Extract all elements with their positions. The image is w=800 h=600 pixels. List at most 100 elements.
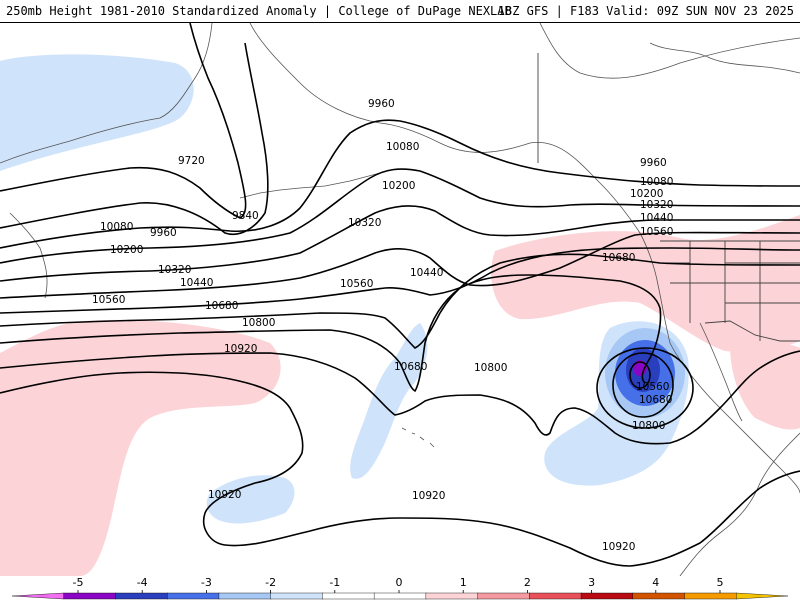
- label-10920-s: 10920: [412, 490, 445, 502]
- label-10200-c: 10200: [382, 180, 415, 192]
- label-9960-w: 9960: [150, 227, 177, 239]
- label-10560-low: 10560: [636, 381, 669, 393]
- contour-10080: [0, 168, 800, 264]
- colorbar-swatch: [736, 592, 789, 600]
- colorbar-swatch: [218, 592, 272, 600]
- colorbar-tick-label: 0: [396, 576, 403, 589]
- neg-anomaly-nw: [0, 54, 194, 171]
- model-valid-time: 18Z GFS | F183 Valid: 09Z SUN NOV 23 202…: [497, 4, 794, 18]
- contour-10800: [0, 350, 800, 445]
- colorbar-tick-label: -1: [329, 576, 340, 589]
- label-10920-sw: 10920: [208, 489, 241, 501]
- header-bar: 250mb Height 1981-2010 Standardized Anom…: [0, 0, 800, 23]
- contour-labels: 9720 9840 9960 9960 9960 10080 10080 100…: [92, 98, 673, 553]
- us-state-lines-a: [670, 241, 800, 341]
- canada-arctic-islands: [649, 42, 800, 74]
- north-america-west-coast: [639, 232, 800, 494]
- contour-10680: [0, 274, 662, 393]
- colorbar-ticks: -5 -4 -3 -2 -1 0 1 2 3 4 5: [73, 576, 724, 593]
- label-9960-n: 9960: [368, 98, 395, 110]
- contour-10200: [0, 205, 800, 282]
- colorbar-tick-label: 4: [652, 576, 659, 589]
- anomaly-map: 9720 9840 9960 9960 9960 10080 10080 100…: [0, 23, 800, 576]
- label-10320-e: 10320: [640, 199, 673, 211]
- neg-anomaly-sw: [206, 475, 295, 524]
- us-mexico-border: [704, 320, 800, 342]
- colorbar-tick-label: -3: [201, 576, 212, 589]
- colorbar-swatch: [11, 592, 64, 600]
- label-10080-w: 10080: [100, 221, 133, 233]
- label-10440-e: 10440: [640, 212, 673, 224]
- colorbar-tick-label: -2: [265, 576, 276, 589]
- baja-california: [699, 322, 743, 422]
- colorbar-tick-label: 1: [460, 576, 467, 589]
- label-10680-e: 10680: [602, 252, 635, 264]
- colorbar-swatch: [580, 592, 634, 600]
- contour-10920: [0, 371, 800, 567]
- label-10680-low: 10680: [639, 394, 672, 406]
- asia-coast: [0, 23, 213, 164]
- colorbar-tick-label: 5: [717, 576, 724, 589]
- colorbar-swatch: [322, 592, 375, 600]
- colorbar-swatch: [166, 592, 220, 600]
- colorbar: -5 -4 -3 -2 -1 0 1 2 3 4 5: [0, 576, 800, 600]
- negative-anomaly-shading: [0, 54, 689, 524]
- label-10800-w: 10800: [242, 317, 275, 329]
- coastlines: [0, 23, 800, 576]
- contour-10560-low: [612, 352, 674, 418]
- colorbar-swatch: [115, 592, 168, 600]
- contour-9840: [0, 42, 269, 235]
- colorbar-swatch: [684, 592, 737, 600]
- pos-anomaly-sw: [0, 319, 281, 576]
- pos-anomaly-mexico: [730, 341, 800, 430]
- label-10680-c: 10680: [394, 361, 427, 373]
- colorbar-swatch: [632, 592, 686, 600]
- colorbar-swatch: [425, 592, 479, 600]
- map-title: 250mb Height 1981-2010 Standardized Anom…: [6, 4, 512, 18]
- label-10560-c: 10560: [340, 278, 373, 290]
- label-10920-se: 10920: [602, 541, 635, 553]
- contour-low-center: [629, 361, 651, 389]
- colorbar-swatch: [373, 592, 427, 600]
- borders: [537, 53, 800, 342]
- alaska-coast: [249, 23, 641, 234]
- colorbar-swatch: [529, 592, 582, 600]
- contour-9960: [0, 119, 800, 249]
- colorbar-tick-label: -5: [73, 576, 84, 589]
- label-10200-w: 10200: [110, 244, 143, 256]
- japan-kamchatka: [9, 212, 48, 299]
- label-10320-c: 10320: [348, 217, 381, 229]
- colorbar-tick-label: 3: [588, 576, 595, 589]
- label-10800-c: 10800: [474, 362, 507, 374]
- label-10320-w: 10320: [158, 264, 191, 276]
- label-10800-e: 10800: [632, 420, 665, 432]
- label-10560-w: 10560: [92, 294, 125, 306]
- label-9720: 9720: [178, 155, 205, 167]
- colorbar-tick-label: 2: [524, 576, 531, 589]
- contour-10560: [0, 253, 800, 349]
- colorbar-swatch: [477, 592, 531, 600]
- label-10680-w: 10680: [205, 300, 238, 312]
- colorbar-swatch: [270, 592, 324, 600]
- colorbar-swatches: [11, 592, 789, 600]
- contour-9720: [0, 23, 247, 219]
- colorbar-swatch: [63, 592, 117, 600]
- contour-10320: [0, 231, 800, 299]
- label-10080-e: 10080: [640, 176, 673, 188]
- label-10080-n: 10080: [386, 141, 419, 153]
- neg-anomaly-tongue: [350, 323, 428, 479]
- hawaii-islands: [401, 427, 435, 448]
- height-contours: [0, 23, 800, 567]
- label-9840: 9840: [232, 210, 259, 222]
- label-10920-w: 10920: [224, 343, 257, 355]
- label-10560-e: 10560: [640, 226, 673, 238]
- label-10440-w: 10440: [180, 277, 213, 289]
- arctic-coast: [539, 23, 800, 79]
- label-9960-e: 9960: [640, 157, 667, 169]
- aleutians: [239, 172, 381, 199]
- mainland-mexico: [679, 432, 800, 576]
- contour-10440: [0, 247, 800, 314]
- label-10440-c: 10440: [410, 267, 443, 279]
- label-10200-e: 10200: [630, 188, 663, 200]
